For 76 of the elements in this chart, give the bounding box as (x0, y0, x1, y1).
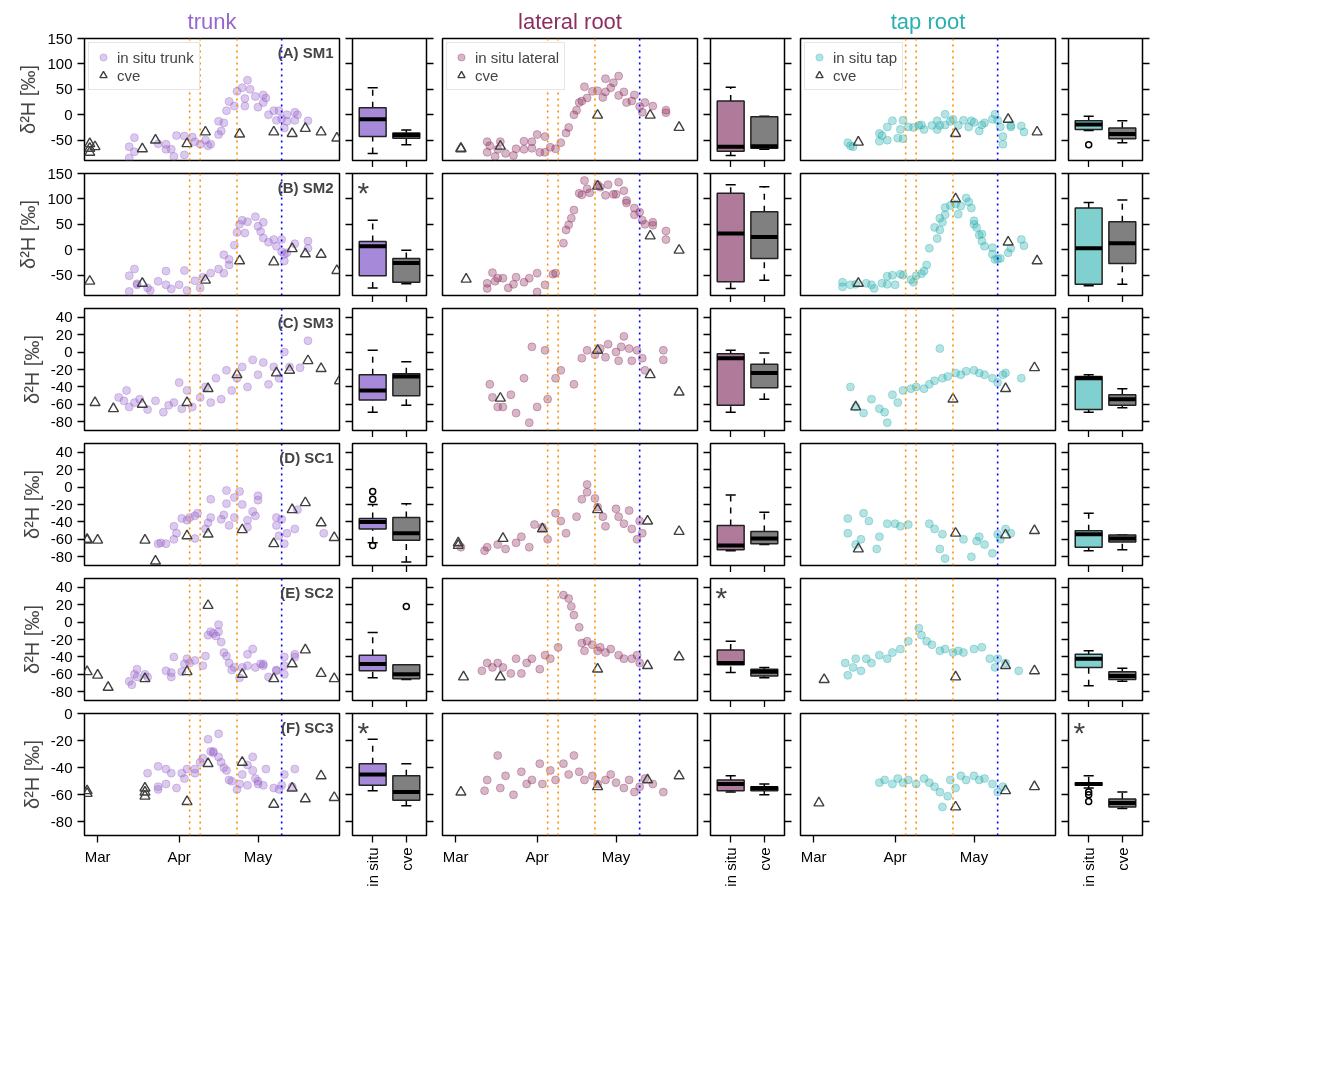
y-tick-label: 40 (55, 308, 73, 326)
y-tick-label: 20 (55, 595, 73, 613)
y-axis-title: δ²H [‰] (20, 740, 43, 809)
y-tick-label: -80 (50, 812, 73, 830)
y-tick-label: -20 (50, 630, 73, 648)
annotation: * (357, 175, 370, 209)
legend-label: in situ trunk (117, 48, 194, 66)
annotation: * (1073, 715, 1086, 749)
y-tick-label: -40 (50, 758, 73, 776)
y-tick-label: -80 (50, 682, 73, 700)
x-tick-label: Mar (84, 847, 111, 865)
annotation: (D) SC1 (279, 448, 334, 466)
y-axis-title: δ²H [‰] (20, 470, 43, 539)
y-tick-label: -40 (50, 647, 73, 665)
y-tick-label: 0 (64, 704, 73, 722)
annotation: * (715, 580, 728, 614)
x-tick-label: Mar (800, 847, 827, 865)
annotation: (E) SC2 (280, 583, 334, 601)
legend-label: in situ lateral (475, 48, 560, 66)
y-tick-label: 100 (47, 189, 73, 207)
y-tick-label: 0 (64, 343, 73, 361)
y-tick-label: -40 (50, 512, 73, 530)
y-tick-label: 0 (64, 478, 73, 496)
annotation: (C) SM3 (277, 313, 334, 331)
x-tick-label: cve (397, 847, 415, 871)
annotation: * (357, 715, 370, 749)
chart-title: lateral root (518, 8, 622, 34)
y-tick-label: 0 (64, 105, 73, 123)
y-tick-label: -80 (50, 547, 73, 565)
y-tick-label: 0 (64, 613, 73, 631)
legend-label: in situ tap (833, 48, 898, 66)
y-tick-label: -50 (50, 266, 73, 284)
chart-title: tap root (890, 8, 966, 34)
x-tick-label: May (243, 847, 273, 865)
y-axis-title: δ²H [‰] (20, 335, 43, 404)
chart-title: trunk (187, 8, 238, 34)
y-tick-label: 20 (55, 460, 73, 478)
annotation: (A) SM1 (277, 43, 334, 61)
y-tick-label: 50 (55, 215, 73, 233)
y-tick-label: -60 (50, 530, 73, 548)
y-tick-label: 20 (55, 325, 73, 343)
x-tick-label: Mar (442, 847, 469, 865)
x-tick-label: Apr (167, 847, 191, 865)
x-tick-label: May (959, 847, 989, 865)
x-tick-label: in situ (1080, 847, 1098, 887)
y-tick-label: -20 (50, 360, 73, 378)
annotation: (F) SC3 (281, 718, 334, 736)
y-tick-label: -60 (50, 665, 73, 683)
x-tick-label: in situ (722, 847, 740, 887)
y-tick-label: -20 (50, 731, 73, 749)
y-tick-label: -60 (50, 395, 73, 413)
x-tick-label: May (601, 847, 631, 865)
annotation: (B) SM2 (277, 178, 334, 196)
y-tick-label: 150 (47, 164, 73, 182)
y-axis-title: δ²H [‰] (17, 200, 40, 269)
legend-label: cve (117, 66, 141, 84)
y-tick-label: 40 (55, 578, 73, 596)
legend-label: cve (833, 66, 857, 84)
y-axis-title: δ²H [‰] (20, 605, 43, 674)
x-tick-label: cve (755, 847, 773, 871)
y-tick-label: 50 (55, 80, 73, 98)
y-tick-label: 150 (47, 29, 73, 47)
y-tick-label: -50 (50, 131, 73, 149)
x-tick-label: Apr (525, 847, 549, 865)
x-tick-label: Apr (883, 847, 907, 865)
y-tick-label: 100 (47, 54, 73, 72)
y-tick-label: -20 (50, 495, 73, 513)
x-tick-label: cve (1113, 847, 1131, 871)
y-axis-title: δ²H [‰] (17, 65, 40, 134)
legend-label: cve (475, 66, 499, 84)
y-tick-label: 40 (55, 443, 73, 461)
x-tick-label: in situ (364, 847, 382, 887)
y-tick-label: -80 (50, 412, 73, 430)
y-tick-label: -60 (50, 785, 73, 803)
y-tick-label: 0 (64, 240, 73, 258)
y-tick-label: -40 (50, 377, 73, 395)
